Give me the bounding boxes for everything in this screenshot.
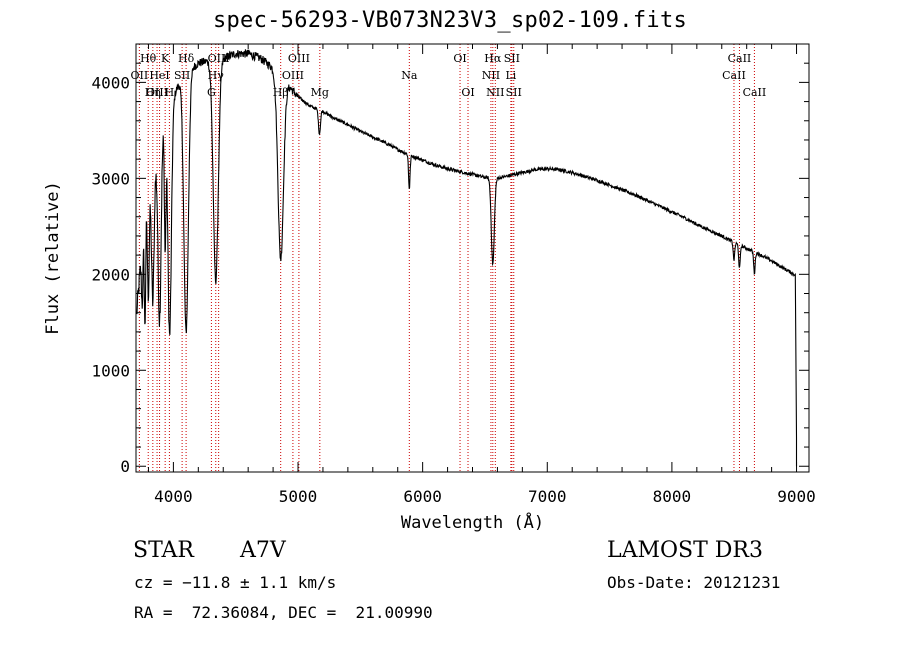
line-label-k: K xyxy=(161,52,170,65)
line-label-caii: CaII xyxy=(743,86,767,99)
line-label-sii: SII xyxy=(506,86,522,99)
spectrum-flux-line xyxy=(136,49,798,467)
y-tick-label: 4000 xyxy=(91,73,130,92)
plot-frame xyxy=(135,43,810,473)
x-tick-label: 7000 xyxy=(528,487,567,506)
line-label-hei: HeI xyxy=(149,69,169,82)
x-axis-title: Wavelength (Å) xyxy=(401,511,544,533)
line-label-caii: CaII xyxy=(722,69,746,82)
line-label-oiii: OIII xyxy=(208,52,230,65)
chart-title: spec-56293-VB073N23V3_sp02-109.fits xyxy=(212,8,688,33)
line-label-oii: OII xyxy=(131,69,149,82)
y-tick-label: 1000 xyxy=(91,361,130,380)
x-tick-label: 9000 xyxy=(777,487,816,506)
line-label-oiii: OIII xyxy=(288,52,310,65)
line-label-oiii: OIII xyxy=(282,69,304,82)
line-label-g: G xyxy=(207,86,216,99)
y-tick-label: 2000 xyxy=(91,265,130,284)
line-label-oiii: OIII xyxy=(146,86,168,99)
line-label-nii: NII xyxy=(482,69,500,82)
y-tick-label: 0 xyxy=(120,457,130,476)
line-label-hγ: Hγ xyxy=(208,69,225,82)
x-tick-label: 5000 xyxy=(279,487,318,506)
object-subclass-label: A7V xyxy=(240,538,286,563)
line-label-na: Na xyxy=(401,69,418,82)
ra-dec-label: RA = 72.36084, DEC = 21.00990 xyxy=(134,603,433,622)
line-label-nii: NII xyxy=(486,86,504,99)
y-axis-title: Flux (relative) xyxy=(43,181,63,335)
line-label-hα: Hα xyxy=(484,52,502,65)
line-label-h: H xyxy=(165,86,175,99)
line-label-hβ: Hβ xyxy=(273,86,289,99)
line-label-hδ: Hδ xyxy=(178,52,195,65)
x-tick-label: 6000 xyxy=(403,487,442,506)
line-label-li: Li xyxy=(505,69,516,82)
line-label-sii: SII xyxy=(504,52,520,65)
redshift-cz-label: cz = −11.8 ± 1.1 km/s xyxy=(134,573,337,592)
obs-date-label: Obs-Date: 20121231 xyxy=(607,573,781,592)
x-tick-label: 4000 xyxy=(154,487,193,506)
x-tick-label: 8000 xyxy=(653,487,692,506)
line-label-oi: OI xyxy=(461,86,474,99)
line-label-caii: CaII xyxy=(728,52,752,65)
line-label-oi: OI xyxy=(453,52,466,65)
y-tick-label: 3000 xyxy=(91,169,130,188)
line-label-hη: Hη xyxy=(145,86,161,99)
line-label-hθ: Hθ xyxy=(140,52,157,65)
survey-label: LAMOST DR3 xyxy=(607,538,763,563)
line-label-sii: SII xyxy=(174,69,190,82)
line-label-mg: Mg xyxy=(311,86,329,99)
object-class-label: STAR xyxy=(133,538,194,563)
